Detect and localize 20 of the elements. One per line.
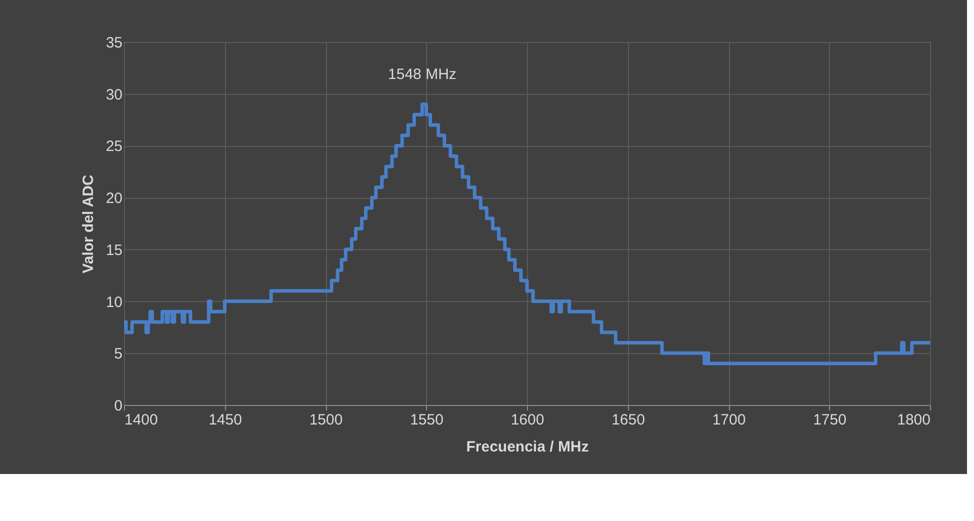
x-tick-label: 1500 bbox=[309, 412, 343, 428]
x-axis-title: Frecuencia / MHz bbox=[466, 438, 589, 456]
y-tick-label: 10 bbox=[106, 294, 122, 311]
annotation: 1548 MHz bbox=[388, 66, 456, 84]
x-tick-label: 1550 bbox=[410, 412, 444, 428]
y-tick-label: 20 bbox=[106, 190, 122, 208]
x-tick-label: 1750 bbox=[813, 412, 846, 428]
x-tick-label: 1450 bbox=[208, 412, 242, 428]
x-tick-label: 1600 bbox=[510, 412, 544, 428]
y-tick-label: 35 bbox=[106, 34, 122, 52]
y-tick-label: 5 bbox=[114, 346, 122, 363]
x-tick-label: 1800 bbox=[897, 412, 930, 428]
y-tick-label: 0 bbox=[114, 398, 122, 414]
x-tick-label: 1700 bbox=[712, 412, 746, 428]
y-tick-label: 25 bbox=[106, 138, 122, 156]
y-tick-label: 30 bbox=[106, 86, 122, 104]
x-tick-label: 1650 bbox=[612, 412, 645, 428]
x-tick-label: 1400 bbox=[124, 412, 158, 428]
y-tick-label: 15 bbox=[106, 242, 122, 259]
y-axis-title: Valor del ADC bbox=[80, 174, 97, 274]
